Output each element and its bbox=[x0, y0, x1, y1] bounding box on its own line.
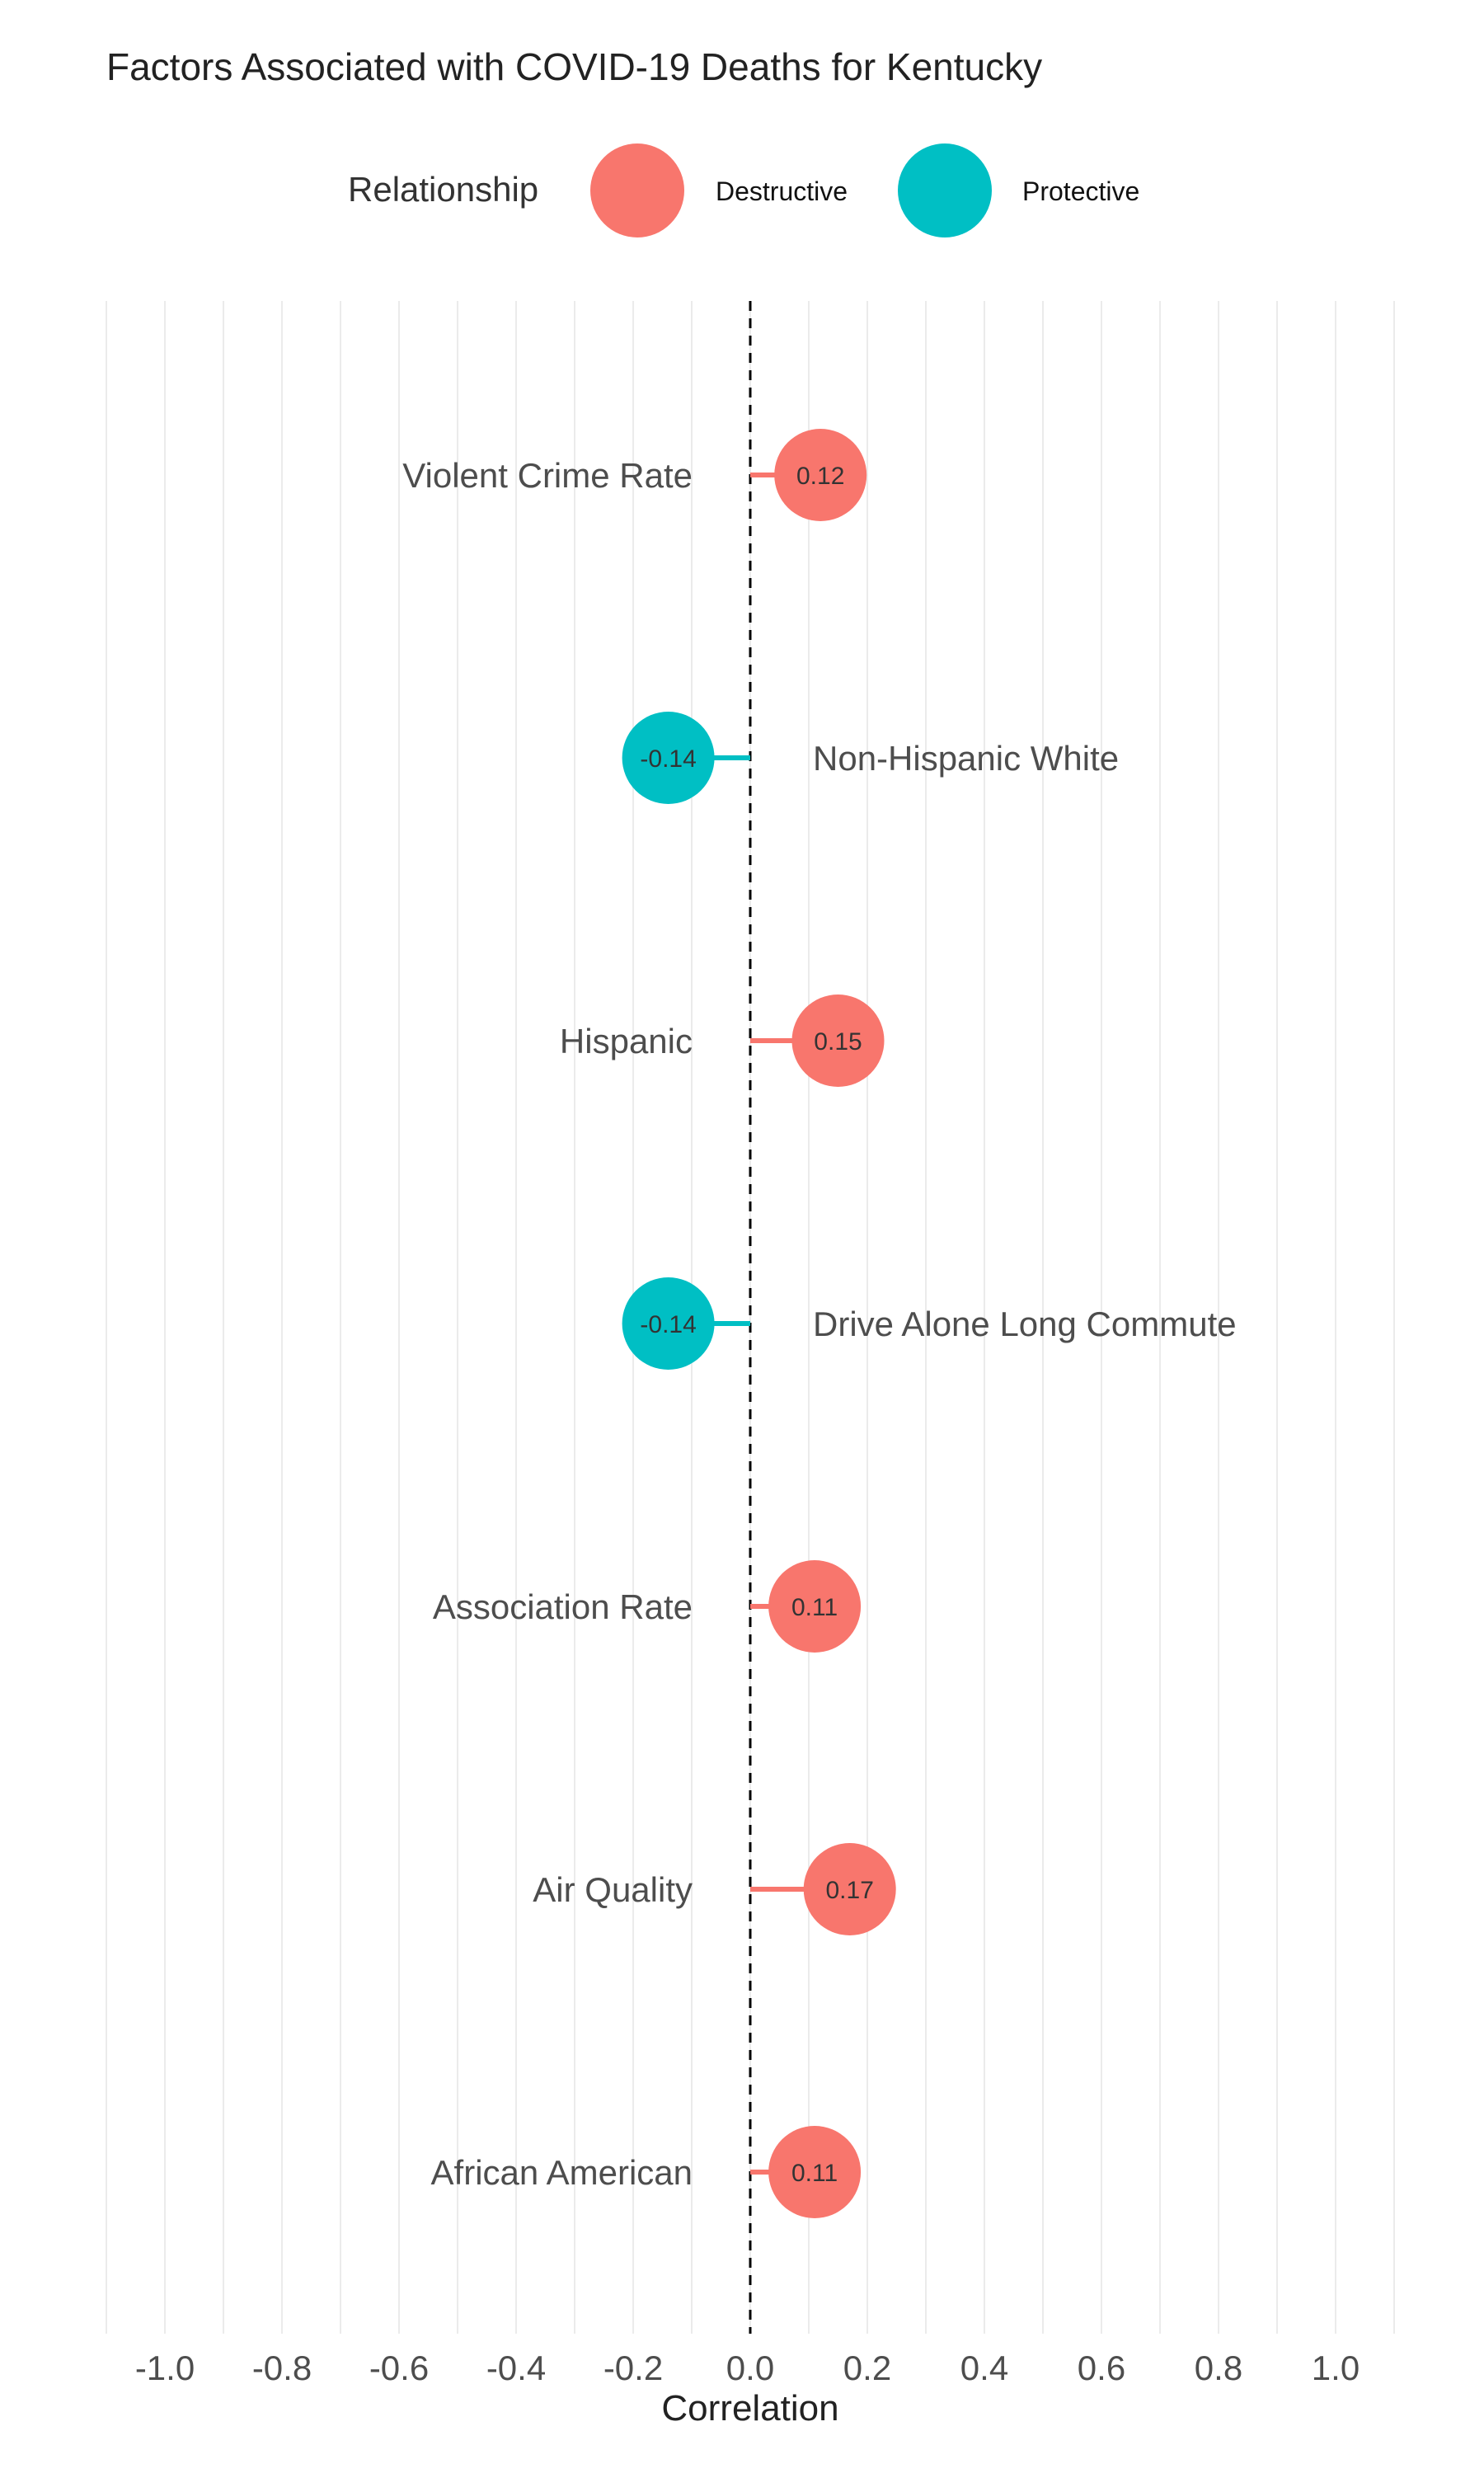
lollipop-point bbox=[768, 1560, 862, 1653]
chart-title: Factors Associated with COVID-19 Deaths … bbox=[106, 45, 1042, 88]
point-value-label: 0.15 bbox=[814, 1028, 862, 1056]
lollipop-point bbox=[622, 712, 715, 804]
lollipop-non-hispanic-white: -0.14 Non-Hispanic White bbox=[622, 712, 1119, 804]
legend-swatch-protective bbox=[898, 143, 992, 237]
x-tick-label: -0.2 bbox=[603, 2349, 663, 2387]
x-axis: -1.0 -0.8 -0.6 -0.4 -0.2 0.0 0.2 0.4 0.6 0.8 1.0 bbox=[135, 2349, 1360, 2387]
legend-label-destructive: Destructive bbox=[716, 176, 848, 206]
x-tick-label: 0.0 bbox=[726, 2349, 774, 2387]
lollipop-point bbox=[803, 1843, 896, 1935]
lollipop-air-quality: 0.17 Air Quality bbox=[533, 1843, 896, 1935]
category-label: Air Quality bbox=[533, 1870, 693, 1909]
legend-swatch-destructive bbox=[590, 143, 684, 237]
legend-title: Relationship bbox=[348, 170, 538, 209]
chart-marks: 0.12 Violent Crime Rate -0.14 Non-Hispanic … bbox=[402, 429, 1237, 2218]
point-value-label: -0.14 bbox=[640, 745, 696, 773]
lollipop-african-american: 0.11 African American bbox=[431, 2126, 862, 2218]
x-tick-label: -0.8 bbox=[252, 2349, 312, 2387]
lollipop-drive-alone-long-commute: -0.14 Drive Alone Long Commute bbox=[622, 1277, 1237, 1370]
legend-label-protective: Protective bbox=[1022, 176, 1139, 206]
x-tick-label: -0.4 bbox=[486, 2349, 546, 2387]
lollipop-association-rate: 0.11 Association Rate bbox=[433, 1560, 862, 1653]
point-value-label: 0.12 bbox=[796, 463, 844, 490]
point-value-label: 0.11 bbox=[791, 2160, 838, 2187]
x-tick-label: -1.0 bbox=[135, 2349, 195, 2387]
x-tick-label: 0.8 bbox=[1195, 2349, 1242, 2387]
lollipop-hispanic: 0.15 Hispanic bbox=[560, 994, 885, 1087]
point-value-label: 0.17 bbox=[826, 1877, 874, 1904]
lollipop-point bbox=[622, 1277, 715, 1370]
category-label: Non-Hispanic White bbox=[813, 739, 1119, 778]
lollipop-point bbox=[791, 994, 885, 1087]
x-tick-label: 1.0 bbox=[1312, 2349, 1360, 2387]
category-label: African American bbox=[431, 2153, 693, 2192]
category-label: Hispanic bbox=[560, 1022, 693, 1060]
legend: Relationship Destructive Protective bbox=[348, 143, 1139, 237]
point-value-label: -0.14 bbox=[640, 1311, 696, 1338]
category-label: Violent Crime Rate bbox=[402, 456, 693, 495]
grid-lines bbox=[106, 301, 1395, 2334]
lollipop-violent-crime-rate: 0.12 Violent Crime Rate bbox=[402, 429, 867, 521]
category-label: Association Rate bbox=[433, 1587, 693, 1626]
lollipop-point bbox=[774, 429, 867, 521]
point-value-label: 0.11 bbox=[791, 1594, 838, 1621]
x-axis-title: Correlation bbox=[661, 2388, 838, 2429]
category-label: Drive Alone Long Commute bbox=[813, 1305, 1237, 1343]
x-tick-label: 0.2 bbox=[843, 2349, 891, 2387]
x-tick-label: -0.6 bbox=[369, 2349, 429, 2387]
lollipop-point bbox=[768, 2126, 862, 2218]
x-tick-label: 0.6 bbox=[1078, 2349, 1125, 2387]
x-tick-label: 0.4 bbox=[960, 2349, 1008, 2387]
